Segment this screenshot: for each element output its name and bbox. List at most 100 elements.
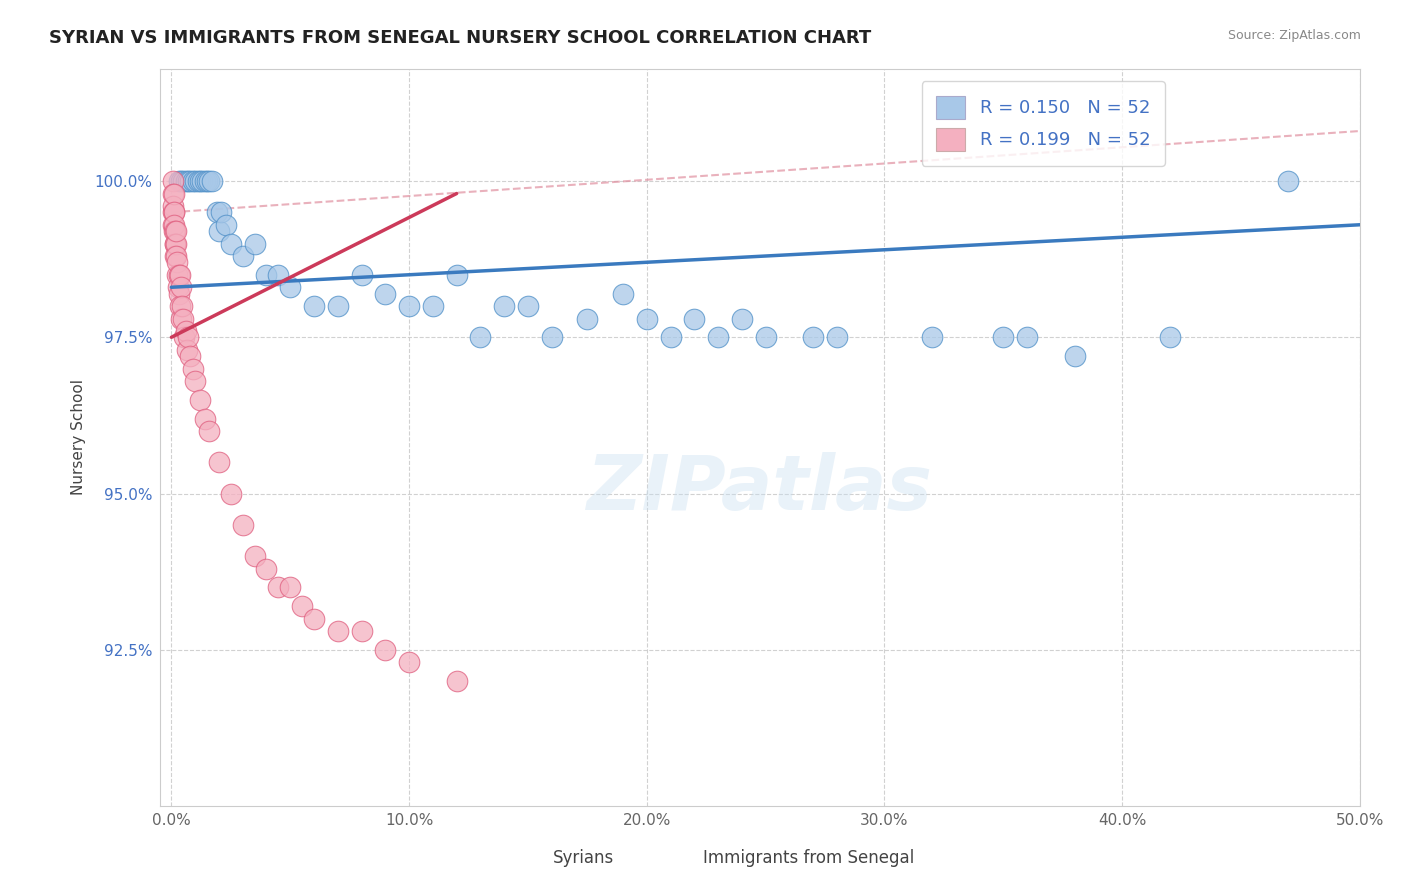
- Point: [179, 349, 201, 363]
- Legend: R = 0.150   N = 52, R = 0.199   N = 52: R = 0.150 N = 52, R = 0.199 N = 52: [922, 81, 1164, 166]
- Point: [172, 311, 194, 326]
- Point: [162, 218, 184, 232]
- Point: [256, 561, 278, 575]
- Point: [163, 186, 186, 201]
- Point: [219, 486, 242, 500]
- Point: [516, 299, 538, 313]
- Point: [446, 673, 468, 688]
- Point: [731, 311, 754, 326]
- Point: [208, 224, 231, 238]
- Point: [167, 174, 190, 188]
- Text: Immigrants from Senegal: Immigrants from Senegal: [703, 849, 914, 867]
- Point: [163, 205, 186, 219]
- Point: [446, 268, 468, 282]
- Point: [170, 174, 193, 188]
- Point: [350, 624, 373, 638]
- Point: [194, 174, 217, 188]
- Point: [201, 174, 224, 188]
- Point: [612, 286, 634, 301]
- Point: [163, 224, 186, 238]
- Point: [198, 174, 221, 188]
- Point: [174, 324, 197, 338]
- Point: [205, 205, 228, 219]
- Point: [169, 299, 191, 313]
- Point: [1015, 330, 1038, 344]
- Point: [470, 330, 492, 344]
- Point: [278, 280, 301, 294]
- Point: [1063, 349, 1085, 363]
- Point: [256, 268, 278, 282]
- Point: [398, 299, 420, 313]
- Point: [326, 624, 349, 638]
- Point: [243, 549, 266, 563]
- Text: SYRIAN VS IMMIGRANTS FROM SENEGAL NURSERY SCHOOL CORRELATION CHART: SYRIAN VS IMMIGRANTS FROM SENEGAL NURSER…: [49, 29, 872, 47]
- Point: [215, 218, 238, 232]
- Point: [177, 330, 200, 344]
- Point: [232, 249, 254, 263]
- Point: [165, 236, 187, 251]
- Point: [163, 224, 186, 238]
- Point: [540, 330, 562, 344]
- Point: [350, 268, 373, 282]
- Point: [181, 361, 204, 376]
- Point: [243, 236, 266, 251]
- Point: [165, 249, 187, 263]
- Point: [174, 174, 197, 188]
- Point: [801, 330, 824, 344]
- Point: [209, 205, 232, 219]
- Point: [398, 655, 420, 669]
- Point: [188, 174, 211, 188]
- Point: [291, 599, 314, 613]
- Point: [422, 299, 444, 313]
- Point: [167, 280, 190, 294]
- Point: [188, 392, 211, 407]
- Point: [326, 299, 349, 313]
- Point: [162, 174, 184, 188]
- Point: [683, 311, 706, 326]
- Point: [162, 186, 184, 201]
- Point: [825, 330, 848, 344]
- Text: ZIPatlas: ZIPatlas: [586, 452, 932, 526]
- Point: [232, 517, 254, 532]
- Point: [191, 174, 214, 188]
- Text: Syrians: Syrians: [553, 849, 614, 867]
- Point: [707, 330, 730, 344]
- Point: [374, 642, 396, 657]
- Point: [208, 455, 231, 469]
- Point: [166, 255, 188, 269]
- Point: [170, 311, 193, 326]
- Point: [163, 205, 186, 219]
- Point: [163, 218, 186, 232]
- Text: Source: ZipAtlas.com: Source: ZipAtlas.com: [1227, 29, 1361, 43]
- Point: [165, 249, 187, 263]
- Point: [163, 236, 186, 251]
- Point: [1159, 330, 1181, 344]
- Point: [165, 236, 187, 251]
- Point: [219, 236, 242, 251]
- Point: [165, 224, 187, 238]
- Point: [176, 343, 198, 357]
- Point: [172, 299, 194, 313]
- Point: [179, 174, 201, 188]
- Point: [1277, 174, 1299, 188]
- Point: [162, 205, 184, 219]
- Point: [659, 330, 682, 344]
- Point: [755, 330, 778, 344]
- Point: [993, 330, 1015, 344]
- Point: [267, 268, 290, 282]
- Y-axis label: Nursery School: Nursery School: [72, 379, 86, 495]
- Point: [576, 311, 599, 326]
- Point: [302, 299, 325, 313]
- Point: [170, 280, 193, 294]
- Point: [187, 174, 209, 188]
- Point: [198, 424, 221, 438]
- Point: [184, 174, 207, 188]
- Point: [194, 411, 217, 425]
- Point: [636, 311, 658, 326]
- Point: [267, 580, 290, 594]
- Point: [172, 174, 194, 188]
- Point: [302, 611, 325, 625]
- Point: [494, 299, 516, 313]
- Point: [177, 174, 200, 188]
- Point: [162, 199, 184, 213]
